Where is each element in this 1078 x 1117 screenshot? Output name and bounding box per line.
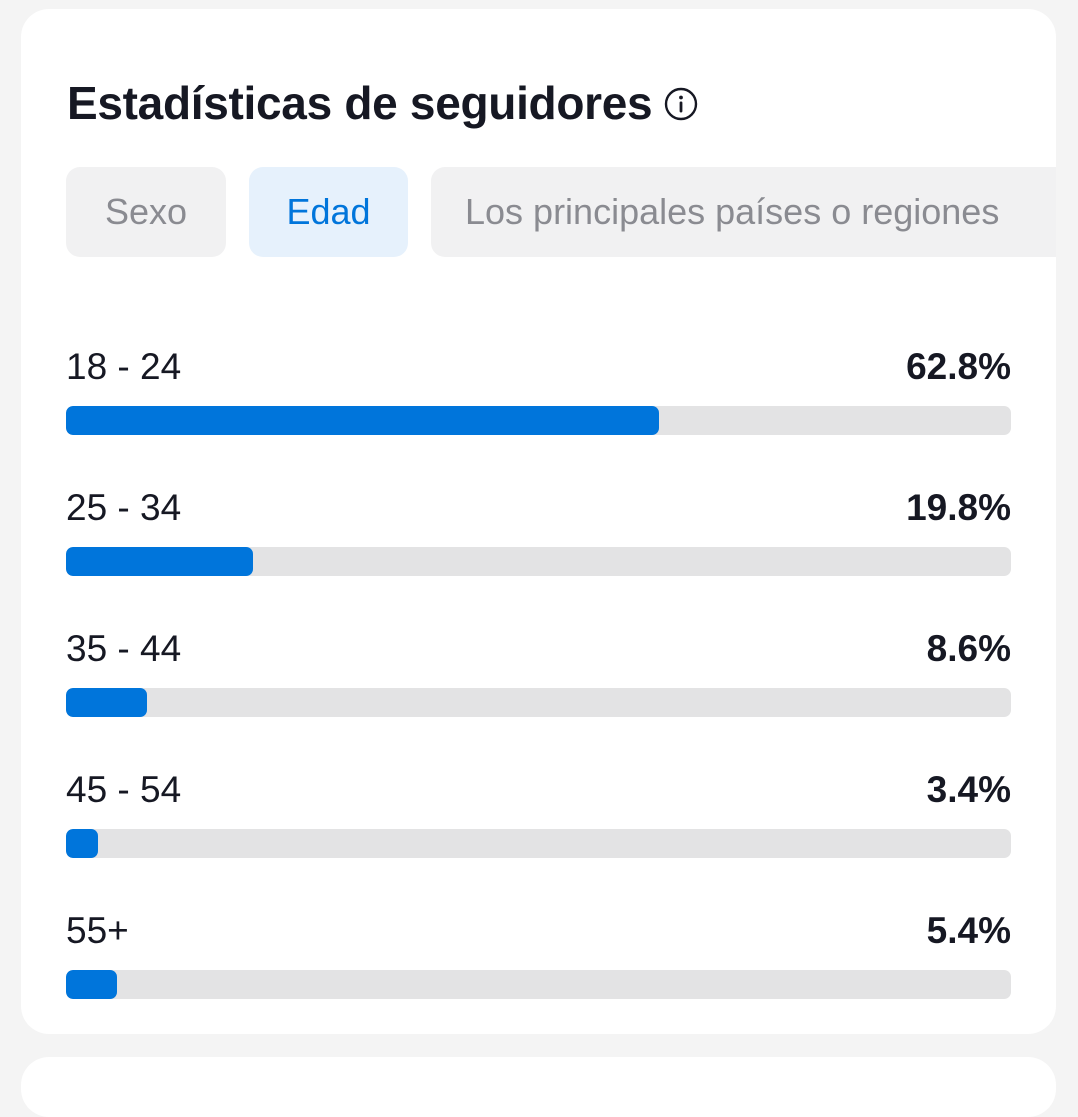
age-row: 45 - 54 3.4% (66, 752, 1011, 893)
progress-fill (66, 970, 118, 999)
progress-track (66, 688, 1011, 717)
tab-sexo-label: Sexo (104, 191, 188, 232)
age-range-label: 45 - 54 (66, 769, 182, 810)
age-distribution-list: 18 - 24 62.8% 25 - 34 19.8% 35 - 44 8.6% (66, 329, 1011, 1034)
next-card (21, 1057, 1056, 1117)
info-icon[interactable] (664, 87, 698, 121)
age-range-label: 55+ (66, 910, 129, 951)
progress-track (66, 547, 1011, 576)
age-percent-label: 8.6% (926, 628, 1011, 669)
tab-top-regions-label: Los principales países o regiones (465, 191, 1000, 232)
age-row: 35 - 44 8.6% (66, 611, 1011, 752)
follower-stats-card: Estadísticas de seguidores Sexo Edad Los… (21, 9, 1056, 1034)
tab-edad[interactable]: Edad (249, 167, 408, 257)
age-row: 18 - 24 62.8% (66, 329, 1011, 470)
progress-fill (66, 688, 148, 717)
progress-fill (66, 829, 99, 858)
age-row: 25 - 34 19.8% (66, 470, 1011, 611)
tab-edad-label: Edad (286, 191, 371, 232)
progress-fill (66, 547, 254, 576)
age-percent-label: 3.4% (926, 769, 1011, 810)
card-title: Estadísticas de seguidores (67, 77, 653, 129)
tab-top-regions[interactable]: Los principales países o regiones (431, 167, 1056, 257)
age-row: 55+ 5.4% (66, 893, 1011, 1034)
progress-track (66, 829, 1011, 858)
age-percent-label: 19.8% (906, 487, 1011, 528)
age-range-label: 18 - 24 (66, 346, 182, 387)
stats-tabs: Sexo Edad Los principales países o regio… (66, 167, 1056, 257)
card-header: Estadísticas de seguidores (67, 73, 698, 133)
progress-track (66, 970, 1011, 999)
progress-fill (66, 406, 660, 435)
age-percent-label: 5.4% (926, 910, 1011, 951)
progress-track (66, 406, 1011, 435)
age-range-label: 25 - 34 (66, 487, 182, 528)
age-range-label: 35 - 44 (66, 628, 182, 669)
tab-sexo[interactable]: Sexo (66, 167, 226, 257)
age-percent-label: 62.8% (906, 346, 1011, 387)
